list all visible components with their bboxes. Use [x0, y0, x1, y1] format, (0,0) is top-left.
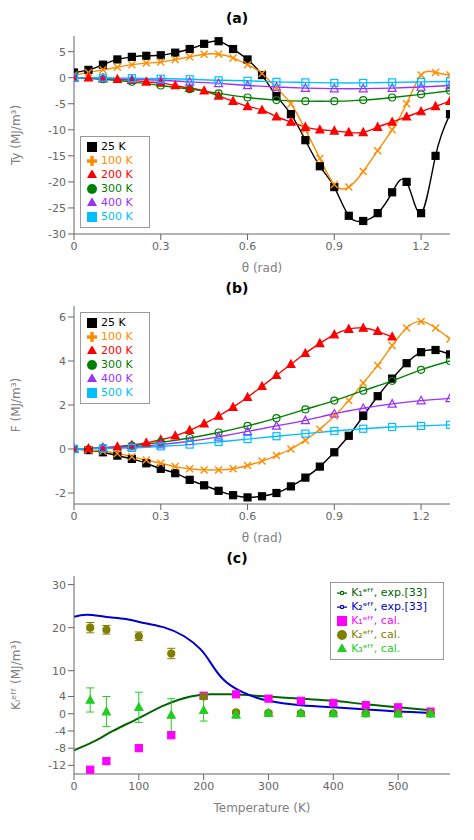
svg-text:10: 10 — [52, 665, 66, 678]
html-text:400 K: 400 K — [101, 196, 133, 209]
svg-text:-5: -5 — [55, 98, 66, 111]
svg-text:0.9: 0.9 — [326, 510, 344, 523]
svg-text:4: 4 — [59, 690, 66, 703]
html-text:300 K: 300 K — [101, 182, 133, 195]
svg-text:0: 0 — [59, 72, 66, 85]
svg-text:Temperature (K): Temperature (K) — [212, 801, 310, 815]
svg-text:400: 400 — [323, 780, 344, 793]
html-text:(a): (a) — [225, 10, 249, 26]
html-text:300 K: 300 K — [101, 358, 133, 371]
svg-text:θ (rad): θ (rad) — [242, 531, 282, 545]
svg-text:500: 500 — [388, 780, 409, 793]
svg-text:-10: -10 — [48, 124, 66, 137]
html-text:25 K: 25 K — [101, 316, 126, 329]
svg-text:-15: -15 — [48, 150, 66, 163]
html-text:(b): (b) — [225, 280, 249, 296]
svg-text:-20: -20 — [48, 176, 66, 189]
svg-text:2: 2 — [59, 399, 66, 412]
html-text:K₁ᵉᶠᶠ, exp.[33]: K₁ᵉᶠᶠ, exp.[33] — [351, 586, 427, 599]
html-text:(c): (c) — [226, 550, 248, 566]
html-text:500 K: 500 K — [101, 210, 133, 223]
svg-text:0: 0 — [59, 708, 66, 721]
html-text:100 K: 100 K — [101, 330, 133, 343]
svg-text:1.2: 1.2 — [412, 510, 430, 523]
svg-text:4: 4 — [59, 355, 66, 368]
svg-text:300: 300 — [258, 780, 279, 793]
html-text:25 K: 25 K — [101, 140, 126, 153]
svg-text:0.9: 0.9 — [326, 240, 344, 253]
svg-text:0.3: 0.3 — [152, 240, 170, 253]
svg-text:θ (rad): θ (rad) — [242, 261, 282, 275]
svg-text:20: 20 — [52, 622, 66, 635]
svg-text:6: 6 — [59, 311, 66, 324]
svg-text:30: 30 — [52, 579, 66, 592]
html-text:K₃ᵉᶠᶠ, cal.: K₃ᵉᶠᶠ, cal. — [351, 642, 401, 655]
svg-text:-2: -2 — [55, 487, 66, 500]
html-text:200 K: 200 K — [101, 168, 133, 181]
svg-text:-8: -8 — [55, 742, 66, 755]
html-text:200 K: 200 K — [101, 344, 133, 357]
svg-text:Ty (MJ/m³): Ty (MJ/m³) — [9, 105, 23, 166]
svg-text:5: 5 — [59, 46, 66, 59]
svg-text:0: 0 — [71, 780, 78, 793]
svg-text:0.6: 0.6 — [239, 510, 257, 523]
svg-text:0.3: 0.3 — [152, 510, 170, 523]
svg-text:Kᵢᵉᶠᶠ (MJ/m³): Kᵢᵉᶠᶠ (MJ/m³) — [9, 640, 23, 710]
svg-text:0.6: 0.6 — [239, 240, 257, 253]
svg-text:-12: -12 — [48, 759, 66, 772]
html-text:400 K: 400 K — [101, 372, 133, 385]
svg-text:100: 100 — [128, 780, 149, 793]
html-text:100 K: 100 K — [101, 154, 133, 167]
svg-text:F (MJ/m³): F (MJ/m³) — [9, 378, 23, 433]
svg-text:-25: -25 — [48, 202, 66, 215]
html-text:500 K: 500 K — [101, 386, 133, 399]
svg-text:0: 0 — [71, 510, 78, 523]
svg-text:-30: -30 — [48, 228, 66, 241]
svg-text:1.2: 1.2 — [412, 240, 430, 253]
svg-text:-4: -4 — [55, 725, 66, 738]
svg-text:200: 200 — [193, 780, 214, 793]
html-text:K₂ᵉᶠᶠ, cal.: K₂ᵉᶠᶠ, cal. — [351, 628, 401, 641]
svg-text:0: 0 — [71, 240, 78, 253]
html-text:K₁ᵉᶠᶠ, cal.: K₁ᵉᶠᶠ, cal. — [351, 614, 401, 627]
html-text:K₂ᵉᶠᶠ, exp.[33]: K₂ᵉᶠᶠ, exp.[33] — [351, 600, 427, 613]
svg-text:0: 0 — [59, 443, 66, 456]
